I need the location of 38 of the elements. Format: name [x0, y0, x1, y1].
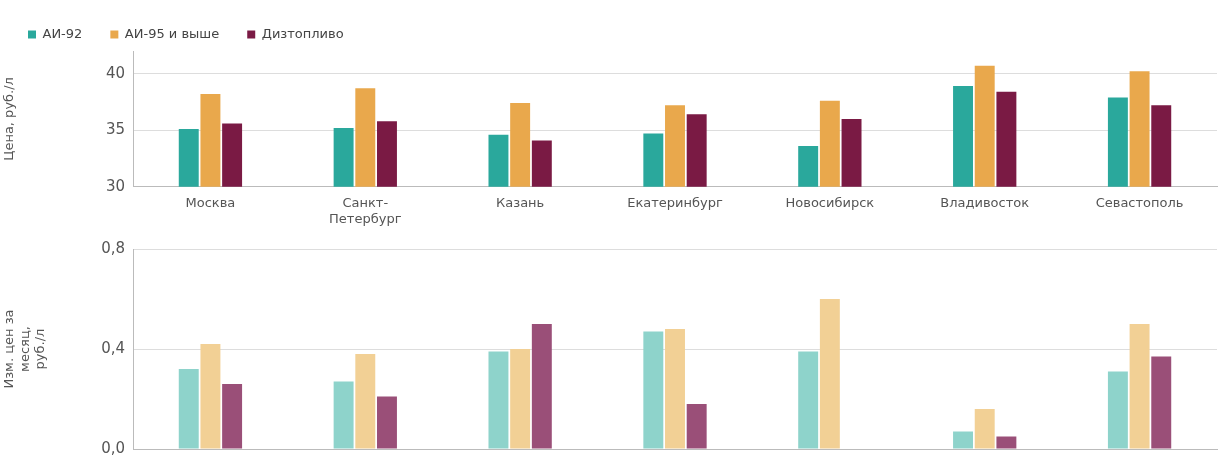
y-tick-label: 0,4	[101, 338, 125, 357]
bar	[200, 344, 221, 449]
bar	[686, 404, 707, 449]
y-axis-title: Цена, руб./л	[1, 77, 17, 161]
y-tick-label: 40	[105, 63, 125, 82]
x-tick-label: Екатеринбург	[627, 194, 723, 210]
bar	[333, 381, 354, 449]
bar	[178, 369, 199, 449]
bar	[531, 324, 552, 449]
bar	[510, 349, 531, 449]
legend-label: АИ-92	[42, 25, 83, 41]
y-axis-title: Изм. цен за месяц, руб./л	[1, 309, 48, 389]
bar	[1129, 324, 1150, 449]
y-tick-label: 30	[105, 176, 125, 195]
bar	[355, 354, 376, 449]
bar	[643, 331, 664, 449]
bar	[996, 436, 1017, 449]
y-tick-label: 0,0	[101, 438, 125, 457]
y-tick-label: 0,8	[101, 238, 125, 257]
y-tick-label: 35	[105, 120, 125, 139]
bar	[665, 329, 685, 449]
bar	[1151, 356, 1172, 449]
x-tick-label: Севастополь	[1095, 194, 1184, 210]
bar	[798, 351, 819, 449]
bar	[488, 351, 509, 449]
bar	[974, 409, 995, 449]
bar	[376, 396, 397, 449]
x-tick-label: Санкт-Петербург	[329, 194, 402, 226]
legend-label: АИ-95 и выше	[124, 25, 220, 41]
x-tick-label: Казань	[496, 194, 545, 210]
x-tick-label: Владивосток	[940, 194, 1030, 210]
bar	[953, 431, 974, 449]
bar	[1107, 371, 1128, 449]
x-tick-label: Новосибирск	[785, 194, 875, 210]
bar	[222, 384, 243, 449]
x-tick-label: Москва	[185, 194, 236, 210]
legend-label: Дизтопливо	[261, 25, 344, 41]
bar	[819, 299, 840, 449]
